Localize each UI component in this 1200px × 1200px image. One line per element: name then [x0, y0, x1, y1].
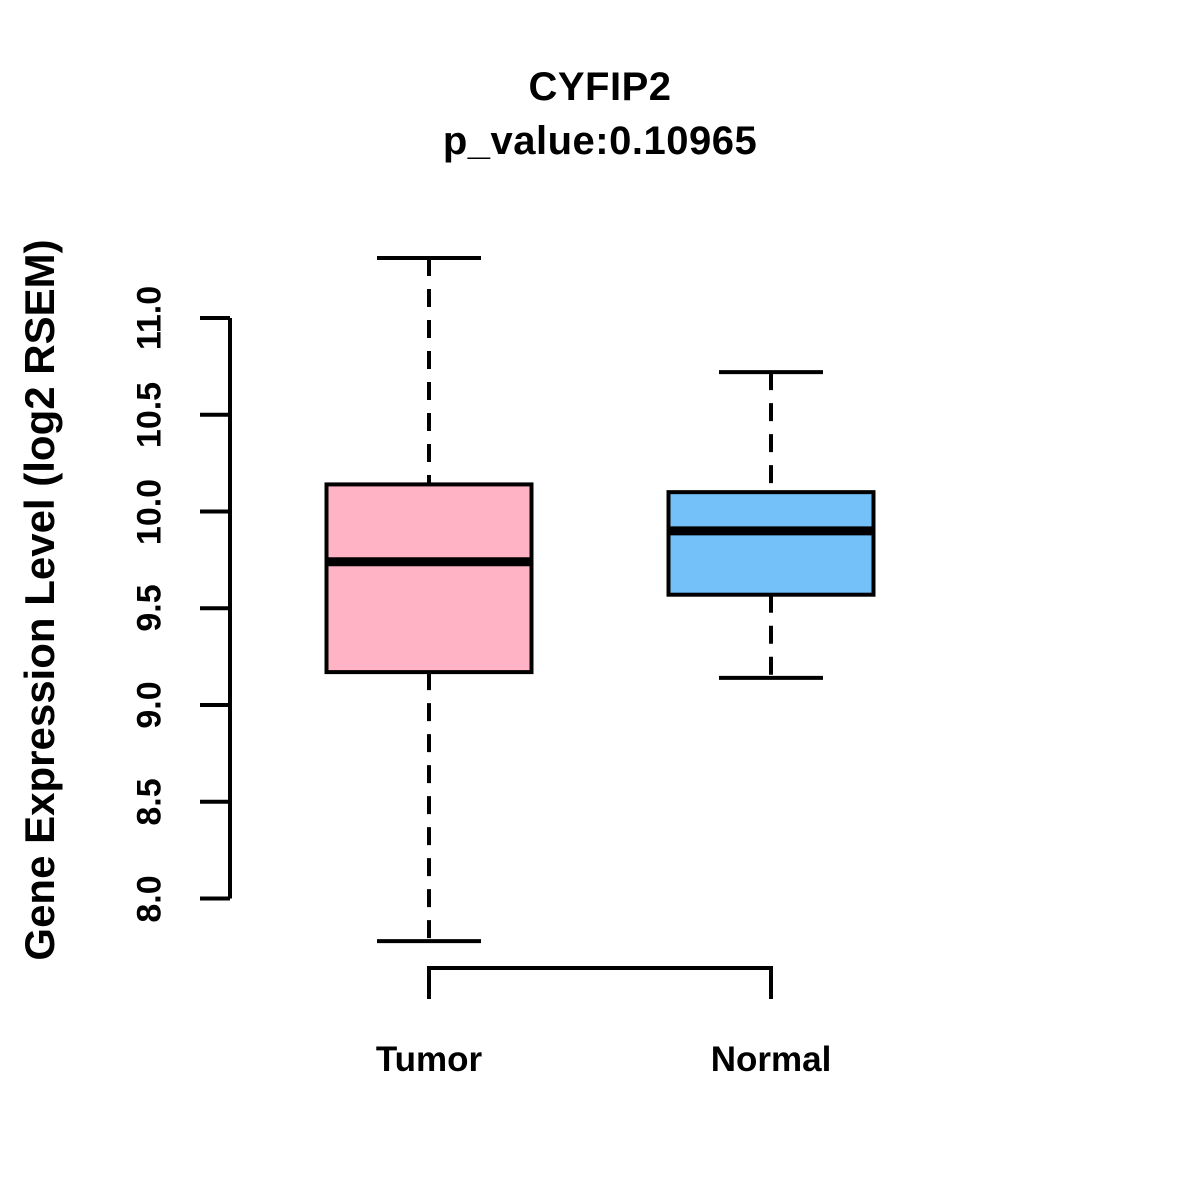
box-tumor: [324, 482, 534, 675]
box-normal: [666, 490, 876, 597]
chart-p-value: p_value:0.10965: [442, 119, 758, 163]
x-axis-bracket: [427, 966, 773, 999]
chart-title: CYFIP2: [528, 65, 672, 109]
title-block: CYFIP2 p_value:0.10965: [0, 60, 1200, 168]
